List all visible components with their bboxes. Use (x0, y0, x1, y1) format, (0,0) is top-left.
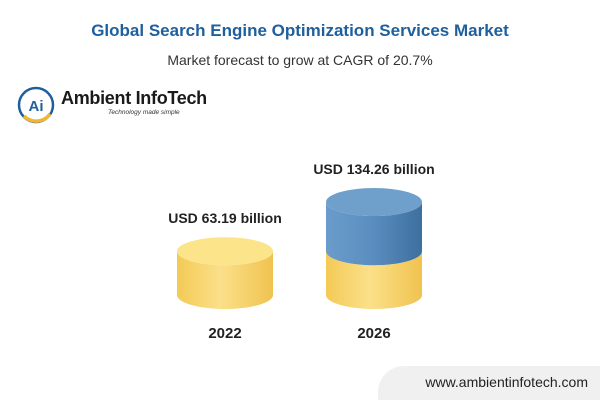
logo-name: Ambient InfoTech (61, 88, 207, 108)
value-label-2026: USD 134.26 billion (313, 161, 434, 177)
bar-2026-top-cap (326, 188, 422, 217)
value-label-2022: USD 63.19 billion (168, 210, 282, 226)
category-label-2022: 2022 (208, 325, 241, 342)
category-label-2026: 2026 (357, 325, 390, 342)
bar-2026-base (326, 251, 422, 309)
logo-monogram: Ai (29, 98, 44, 115)
website-link[interactable]: www.ambientinfotech.com (425, 374, 588, 390)
logo-tagline: Technology made simple (108, 109, 180, 116)
bar-2022-top-cap (177, 237, 273, 266)
bar-2022-base (177, 251, 273, 309)
chart-subtitle: Market forecast to grow at CAGR of 20.7% (167, 52, 433, 68)
chart-title: Global Search Engine Optimization Servic… (91, 21, 509, 40)
ai-circle-logo-icon: Ai (17, 86, 55, 124)
bar-2026-growth (326, 202, 422, 266)
company-logo: Ai Ambient InfoTech Technology made simp… (16, 84, 207, 126)
website-footer: www.ambientinfotech.com (378, 366, 600, 400)
